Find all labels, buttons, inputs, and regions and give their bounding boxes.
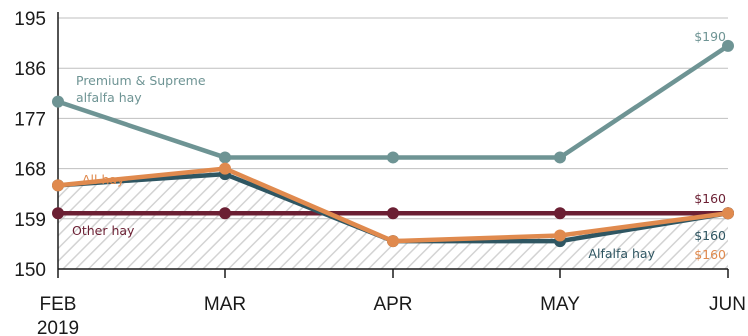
series-layer [52, 39, 734, 248]
data-point [387, 207, 399, 220]
series-name-label: Other hay [72, 223, 135, 238]
series-name-label: alfalfa hay [76, 90, 142, 105]
data-point [219, 151, 231, 164]
data-point [52, 179, 64, 192]
data-point [52, 95, 64, 108]
value-label: $160 [694, 247, 726, 262]
y-tick-label: 168 [14, 160, 46, 181]
data-point [722, 207, 734, 220]
data-point [52, 207, 64, 220]
data-point [219, 207, 231, 220]
y-tick-label: 150 [14, 260, 46, 281]
y-tick-label: 177 [14, 109, 46, 130]
annotation-layer: Premium & Supreme alfalfa hay Other hay Alf… [72, 29, 726, 262]
data-point [387, 235, 399, 248]
data-point [219, 162, 231, 175]
series-name-label: Alfalfa hay [588, 246, 655, 261]
value-label: $160 [694, 228, 726, 243]
x-tick-label: MAR [204, 294, 246, 315]
y-tick-label: 195 [14, 9, 46, 30]
x-tick-label: JUN [709, 294, 746, 315]
x-tick-label: FEB [40, 294, 77, 315]
x-tick-label: MAY [540, 294, 580, 315]
series-name-label: Premium & Supreme [76, 73, 206, 88]
data-point [387, 151, 399, 164]
value-label: $190 [694, 29, 726, 44]
series-line [55, 43, 731, 160]
y-tick-label: 186 [14, 59, 46, 80]
data-point [722, 39, 734, 52]
y-tick-label: 159 [14, 210, 46, 231]
x-tick-label: APR [373, 294, 412, 315]
data-point [554, 229, 566, 242]
x-tick-label: 2019 [37, 318, 79, 336]
series-name-label: All hay [82, 172, 125, 187]
axes: 150 159 168 177 186 195 FEB 2019 MAR APR MAY JUN [14, 9, 746, 336]
value-label: $160 [694, 191, 726, 206]
data-point [554, 151, 566, 164]
data-point [554, 207, 566, 220]
